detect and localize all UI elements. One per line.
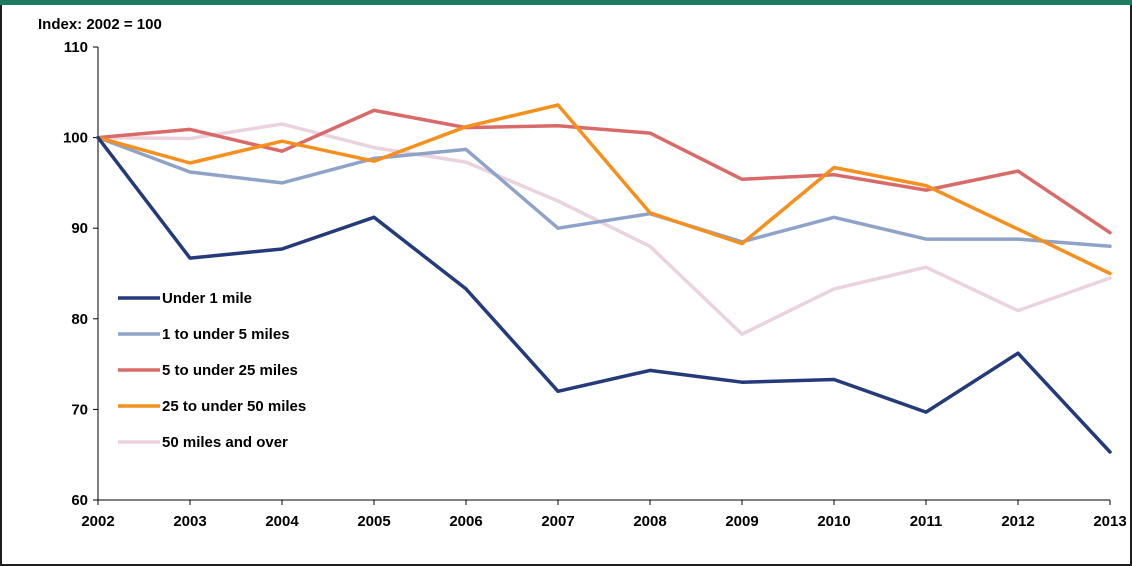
y-tick-label: 80 [71, 311, 88, 328]
series-line-2 [96, 108, 1112, 235]
top-accent-bar [0, 0, 1132, 5]
series-line-1 [96, 135, 1112, 249]
x-tick-label: 2012 [1001, 513, 1034, 530]
series-lines [96, 103, 1112, 454]
axis-note: Index: 2002 = 100 [38, 16, 162, 33]
legend-label: Under 1 mile [162, 290, 252, 307]
x-axis: 2002 2003 2004 2005 2006 2007 2008 2009 2010 2011… [81, 499, 1127, 530]
x-tick-label: 2003 [173, 513, 206, 530]
x-tick-label: 2013 [1093, 513, 1126, 530]
legend-label: 1 to under 5 miles [162, 326, 290, 343]
x-tick-label: 2010 [817, 513, 850, 530]
series-line-0 [96, 135, 1112, 454]
x-tick-label: 2011 [910, 513, 943, 530]
x-tick-label: 2002 [81, 513, 114, 530]
y-axis: 60 70 80 90 100 110 [63, 39, 99, 509]
y-tick-label: 60 [71, 492, 88, 509]
y-tick-label: 70 [71, 401, 88, 418]
legend: Under 1 mile 1 to under 5 miles 5 to under… [118, 290, 306, 451]
x-tick-label: 2005 [357, 513, 390, 530]
legend-label: 50 miles and over [162, 434, 288, 451]
y-tick-label: 110 [64, 39, 88, 56]
x-tick-label: 2004 [265, 513, 299, 530]
series-line-4 [96, 122, 1112, 336]
x-tick-label: 2009 [725, 513, 758, 530]
legend-label: 5 to under 25 miles [162, 362, 298, 379]
y-tick-label: 100 [63, 130, 88, 147]
x-tick-label: 2008 [633, 513, 666, 530]
x-tick-label: 2006 [449, 513, 482, 530]
y-tick-label: 90 [71, 220, 88, 237]
series-line-3 [96, 103, 1112, 276]
legend-label: 25 to under 50 miles [162, 398, 306, 415]
x-tick-label: 2007 [541, 513, 574, 530]
